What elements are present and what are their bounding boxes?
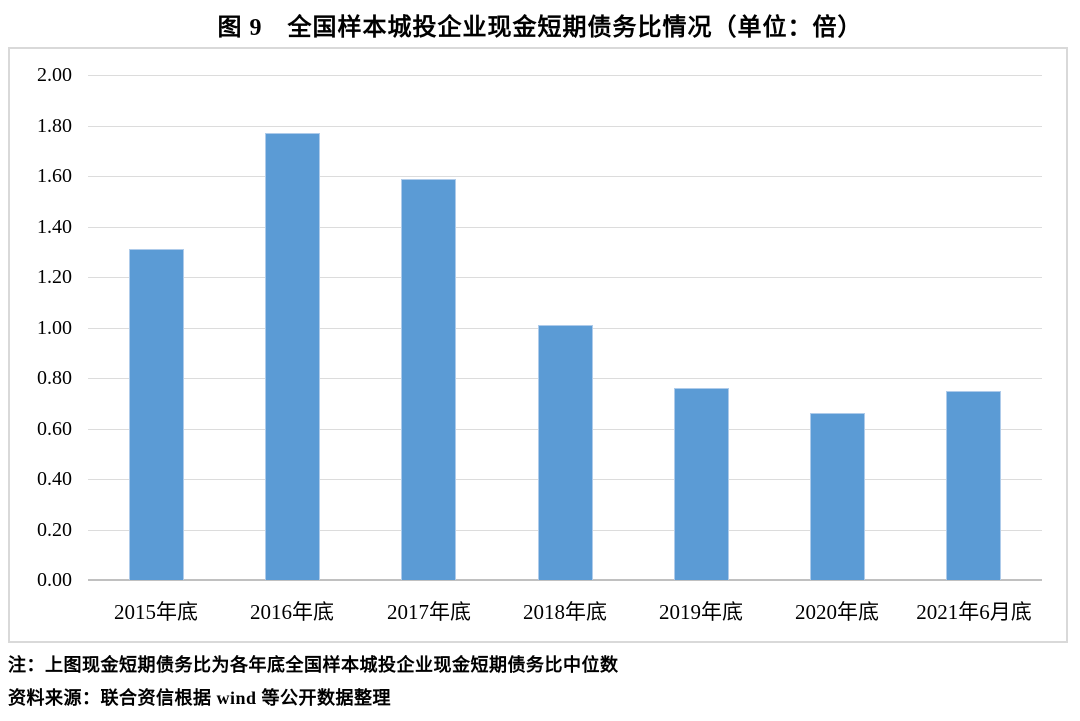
bar bbox=[129, 249, 184, 580]
chart-note: 注：上图现金短期债务比为各年底全国样本城投企业现金短期债务比中位数 bbox=[8, 655, 619, 675]
x-axis-line bbox=[88, 579, 1042, 581]
bar bbox=[401, 179, 456, 580]
y-tick-label: 1.20 bbox=[37, 266, 72, 288]
bar bbox=[265, 133, 320, 580]
y-tick-label: 0.60 bbox=[37, 417, 72, 440]
y-tick-label: 0.40 bbox=[37, 468, 72, 490]
bar bbox=[810, 413, 865, 580]
x-category-label: 2020年底 bbox=[795, 600, 879, 624]
x-category-label: 2018年底 bbox=[523, 600, 607, 624]
x-category-label: 2015年底 bbox=[114, 600, 198, 624]
x-category-label: 2017年底 bbox=[387, 600, 471, 624]
y-tick-label: 0.80 bbox=[37, 367, 72, 389]
gridline bbox=[88, 176, 1042, 177]
x-category-label: 2019年底 bbox=[659, 600, 743, 624]
chart-title: 图 9 全国样本城投企业现金短期债务比情况（单位：倍） bbox=[217, 15, 863, 41]
gridline bbox=[88, 226, 1042, 228]
y-tick-label: 0.00 bbox=[37, 569, 72, 591]
chart-frame: 0.00 0.20 0.40 0.60 0.80 1.00 1.20 1.40 1.60 1.80… bbox=[8, 47, 1068, 643]
bar bbox=[946, 391, 1001, 580]
chart-source: 资料来源：联合资信根据 wind 等公开数据整理 bbox=[8, 688, 392, 708]
y-tick-label: 1.80 bbox=[37, 114, 72, 137]
y-tick-label: 2.00 bbox=[37, 64, 72, 86]
x-category-label: 2021年6月底 bbox=[916, 600, 1032, 624]
gridline bbox=[88, 75, 1042, 76]
y-tick-label: 1.40 bbox=[37, 215, 72, 238]
x-category-label: 2016年底 bbox=[250, 600, 334, 624]
y-tick-label: 1.00 bbox=[37, 316, 72, 339]
gridline bbox=[88, 125, 1042, 127]
bar bbox=[538, 325, 593, 580]
y-tick-label: 0.20 bbox=[37, 518, 72, 541]
bar bbox=[674, 388, 729, 580]
gridline bbox=[88, 277, 1042, 278]
y-tick-label: 1.60 bbox=[37, 165, 72, 187]
